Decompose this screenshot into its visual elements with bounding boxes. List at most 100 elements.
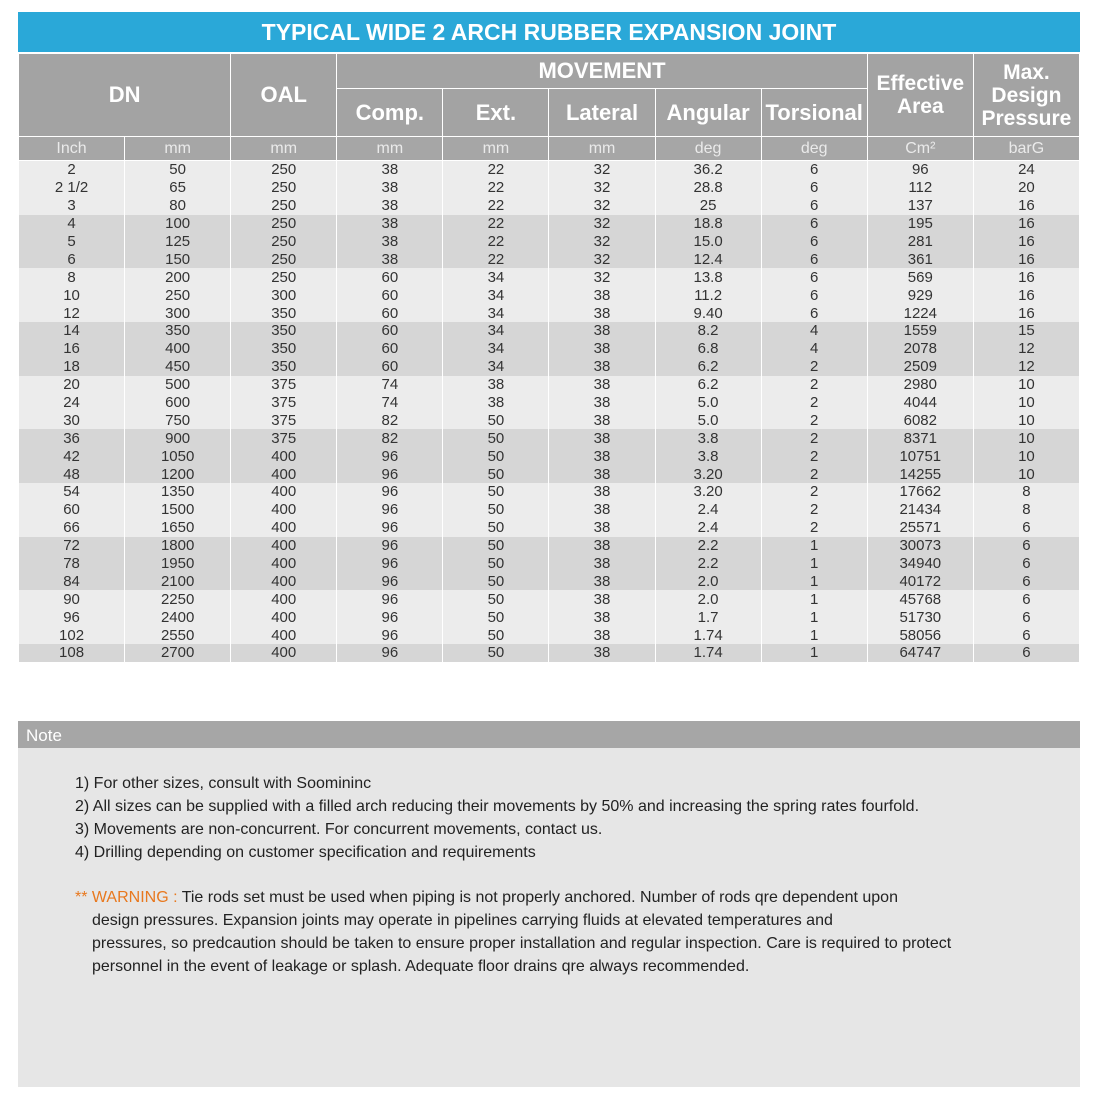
table-cell: 32 bbox=[548, 214, 656, 233]
table-cell: 5.0 bbox=[654, 411, 762, 430]
table-row: 30 750 375 82 50 38 5.0 2 6082 10 bbox=[17, 411, 1081, 430]
table-cell: 10 bbox=[17, 286, 126, 305]
table-cell: 6 bbox=[972, 554, 1081, 573]
table-cell: 38 bbox=[442, 393, 550, 412]
table-cell: 6 bbox=[760, 268, 868, 287]
table-cell: 2.0 bbox=[654, 590, 762, 609]
table-cell: 50 bbox=[442, 554, 550, 573]
table-cell: 65 bbox=[124, 178, 232, 197]
table-cell: 929 bbox=[866, 286, 974, 305]
table-cell: 28.8 bbox=[654, 178, 762, 197]
warning: ** WARNING : Tie rods set must be used w… bbox=[75, 886, 951, 978]
table-row: 6 150 250 38 22 32 12.4 6 361 16 bbox=[17, 250, 1081, 269]
table-cell: 2980 bbox=[866, 375, 974, 394]
table-cell: 6082 bbox=[866, 411, 974, 430]
table-cell: 13.8 bbox=[654, 268, 762, 287]
table-cell: 400 bbox=[230, 572, 338, 591]
table-cell: 12.4 bbox=[654, 250, 762, 269]
note-bar: Note bbox=[18, 721, 1080, 748]
table-cell: 96 bbox=[866, 160, 974, 179]
table-cell: 50 bbox=[442, 644, 550, 662]
table-cell: 8 bbox=[972, 483, 1081, 501]
table-cell: 10 bbox=[972, 411, 1081, 430]
table-cell: 250 bbox=[230, 196, 338, 215]
table-cell: 10 bbox=[972, 393, 1081, 412]
note-item: 2) All sizes can be supplied with a fill… bbox=[75, 798, 920, 815]
table-cell: 17662 bbox=[866, 483, 974, 501]
table-cell: 750 bbox=[124, 411, 232, 430]
table-cell: 50 bbox=[442, 536, 550, 555]
table-cell: 1350 bbox=[124, 483, 232, 501]
table-cell: 1050 bbox=[124, 447, 232, 466]
table-cell: 16 bbox=[17, 339, 126, 358]
warning-line-wrap: pressures, so predcaution should be take… bbox=[75, 932, 951, 955]
table-cell: 16 bbox=[972, 196, 1081, 215]
header-cell: Lateral bbox=[548, 88, 656, 137]
table-cell: 84 bbox=[17, 572, 126, 591]
table-cell: 250 bbox=[230, 232, 338, 251]
table-cell: 58056 bbox=[866, 626, 974, 645]
table-cell: 38 bbox=[548, 393, 656, 412]
table-cell: 64747 bbox=[866, 644, 974, 662]
table-row: 108 2700 400 96 50 38 1.74 1 64747 6 bbox=[17, 644, 1081, 662]
table-cell: 3.20 bbox=[654, 483, 762, 501]
table-cell: 1224 bbox=[866, 304, 974, 323]
table-cell: 2 bbox=[760, 518, 868, 537]
warning-line: personnel in the event of leakage or spl… bbox=[92, 958, 750, 975]
table-row: 78 1950 400 96 50 38 2.2 1 34940 6 bbox=[17, 554, 1081, 573]
table-cell: 6 bbox=[760, 232, 868, 251]
table-cell: 375 bbox=[230, 375, 338, 394]
table-cell: 22 bbox=[442, 196, 550, 215]
table-cell: 2250 bbox=[124, 590, 232, 609]
table-cell: 38 bbox=[548, 447, 656, 466]
table-cell: 400 bbox=[230, 465, 338, 484]
table-cell: 1 bbox=[760, 590, 868, 609]
table-cell: 2509 bbox=[866, 357, 974, 376]
table-cell: 18 bbox=[17, 357, 126, 376]
header-cell: Max. Design Pressure bbox=[972, 53, 1081, 137]
table-cell: 60 bbox=[336, 339, 444, 358]
table-row: 16 400 350 60 34 38 6.8 4 2078 12 bbox=[17, 339, 1081, 358]
table-cell: 300 bbox=[230, 286, 338, 305]
table-cell: 96 bbox=[17, 608, 126, 627]
table-cell: 38 bbox=[548, 483, 656, 501]
table-cell: 38 bbox=[548, 518, 656, 537]
table-cell: 569 bbox=[866, 268, 974, 287]
table-cell: 50 bbox=[442, 590, 550, 609]
note-item: 3) Movements are non-concurrent. For con… bbox=[75, 821, 603, 838]
table-cell: 10 bbox=[972, 375, 1081, 394]
table-cell: 1 bbox=[760, 644, 868, 662]
table-cell: 60 bbox=[336, 304, 444, 323]
table-cell: 80 bbox=[124, 196, 232, 215]
table-cell: 38 bbox=[336, 178, 444, 197]
table-cell: 50 bbox=[442, 429, 550, 448]
table-cell: 400 bbox=[124, 339, 232, 358]
table-cell: 38 bbox=[548, 322, 656, 340]
table-cell: 34 bbox=[442, 286, 550, 305]
table-cell: 350 bbox=[124, 322, 232, 340]
table-cell: 90 bbox=[17, 590, 126, 609]
table-row: 84 2100 400 96 50 38 2.0 1 40172 6 bbox=[17, 572, 1081, 591]
table-cell: 1950 bbox=[124, 554, 232, 573]
unit-cell: mm bbox=[230, 136, 338, 161]
unit-cell: mm bbox=[124, 136, 232, 161]
table-cell: 38 bbox=[442, 375, 550, 394]
table-cell: 2 bbox=[760, 447, 868, 466]
table-cell: 2.2 bbox=[654, 536, 762, 555]
table-cell: 74 bbox=[336, 375, 444, 394]
warning-line: design pressures. Expansion joints may o… bbox=[92, 912, 833, 929]
table-cell: 50 bbox=[124, 160, 232, 179]
table-cell: 32 bbox=[548, 178, 656, 197]
table-cell: 72 bbox=[17, 536, 126, 555]
table-cell: 6 bbox=[972, 608, 1081, 627]
table-cell: 50 bbox=[442, 465, 550, 484]
table-cell: 50 bbox=[442, 447, 550, 466]
table-cell: 600 bbox=[124, 393, 232, 412]
table-cell: 96 bbox=[336, 608, 444, 627]
table-cell: 38 bbox=[336, 250, 444, 269]
table-cell: 16 bbox=[972, 232, 1081, 251]
table-cell: 38 bbox=[336, 214, 444, 233]
table-cell: 250 bbox=[230, 250, 338, 269]
table-cell: 38 bbox=[548, 339, 656, 358]
